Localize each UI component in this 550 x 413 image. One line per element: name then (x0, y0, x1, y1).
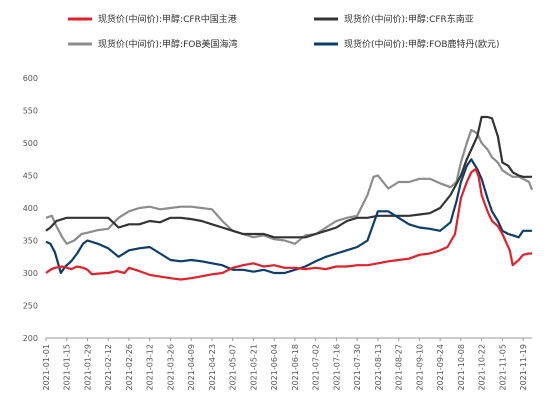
series-line-0 (45, 167, 532, 281)
legend-item-fob-rotterdam: 现货价(中间价):甲醇:FOB鹿特丹(欧元) (314, 38, 500, 50)
x-tick-label: 2021-11-19 (519, 344, 528, 391)
x-tick-label: 2021-07-02 (312, 344, 321, 391)
y-tick-label: 300 (23, 269, 38, 278)
x-tick-label: 2021-08-13 (374, 344, 383, 391)
x-tick-label: 2021-10-08 (457, 344, 466, 391)
x-tick-label: 2021-02-12 (104, 344, 113, 391)
y-tick-label: 450 (23, 172, 38, 181)
legend-label-cfr-southeast-asia: 现货价(中间价):甲醇:CFR东南亚 (344, 13, 474, 25)
x-tick-label: 2021-06-04 (270, 344, 279, 391)
y-tick-label: 200 (23, 334, 38, 343)
series-layer (45, 115, 534, 281)
series-line-1 (45, 115, 532, 239)
x-tick-label: 2021-07-30 (353, 344, 362, 391)
x-tick-label: 2021-10-22 (478, 344, 487, 391)
legend-item-cfr-southeast-asia: 现货价(中间价):甲醇:CFR东南亚 (314, 13, 474, 25)
x-tick-label: 2021-11-05 (498, 344, 507, 391)
y-tick-label: 350 (23, 237, 38, 246)
x-tick-label: 2021-04-23 (208, 344, 217, 391)
legend-item-fob-us-gulf: 现货价(中间价):甲醇:FOB美国海湾 (68, 38, 238, 50)
y-tick-label: 250 (23, 302, 38, 311)
y-axis: 200 250 300 350 400 450 500 550 600 (23, 74, 38, 343)
x-tick-label: 2021-09-24 (436, 344, 445, 391)
y-tick-label: 500 (23, 139, 38, 148)
x-tick-label: 2021-01-29 (83, 344, 92, 391)
legend-label-cfr-china: 现货价(中间价):甲醇:CFR中国主港 (98, 13, 237, 25)
series-line-2 (45, 128, 534, 245)
x-tick-label: 2021-07-16 (332, 344, 341, 391)
x-tick-label: 2021-05-21 (249, 344, 258, 391)
x-tick-label: 2021-02-26 (125, 344, 134, 391)
series-line-3 (45, 158, 532, 275)
x-tick-label: 2021-03-26 (166, 344, 175, 391)
x-tick-label: 2021-06-18 (291, 344, 300, 391)
y-tick-label: 400 (23, 204, 38, 213)
x-tick-label: 2021-03-12 (146, 344, 155, 391)
y-tick-label: 550 (23, 107, 38, 116)
x-tick-label: 2021-01-01 (42, 344, 51, 391)
x-tick-label: 2021-09-10 (415, 344, 424, 391)
x-tick-label: 2021-04-09 (187, 344, 196, 391)
chart-legend: 现货价(中间价):甲醇:CFR中国主港 现货价(中间价):甲醇:CFR东南亚 现… (68, 13, 500, 50)
x-tick-label: 2021-08-27 (395, 344, 404, 391)
legend-label-fob-rotterdam: 现货价(中间价):甲醇:FOB鹿特丹(欧元) (344, 38, 500, 50)
y-tick-label: 600 (23, 74, 38, 83)
legend-label-fob-us-gulf: 现货价(中间价):甲醇:FOB美国海湾 (98, 38, 238, 50)
x-tick-label: 2021-05-07 (229, 344, 238, 391)
x-tick-label: 2021-01-15 (63, 344, 72, 391)
legend-item-cfr-china: 现货价(中间价):甲醇:CFR中国主港 (68, 13, 237, 25)
x-axis: 2021-01-01 2021-01-15 2021-01-29 2021-02-12… (42, 337, 532, 391)
